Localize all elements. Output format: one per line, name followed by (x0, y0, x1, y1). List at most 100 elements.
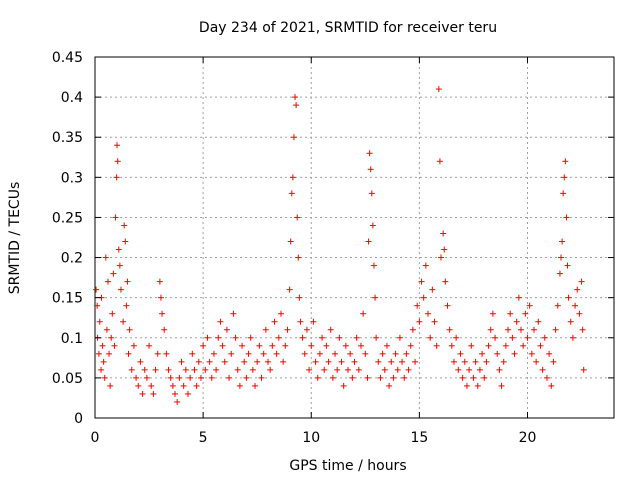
y-axis-label: SRMTID / TECUs (7, 182, 23, 295)
data-point (133, 374, 140, 381)
data-point (107, 382, 114, 389)
data-point (450, 358, 457, 365)
data-point (383, 342, 390, 349)
data-point (420, 294, 427, 301)
data-point (316, 350, 323, 357)
data-point (252, 382, 259, 389)
data-point (210, 350, 217, 357)
data-point (293, 102, 300, 109)
data-point (167, 374, 174, 381)
data-point (148, 382, 155, 389)
x-tick-label: 0 (91, 430, 100, 446)
data-point (438, 254, 444, 261)
data-point (436, 158, 443, 165)
data-point (241, 358, 248, 365)
data-point (124, 278, 131, 285)
data-point (556, 270, 563, 277)
data-point (226, 374, 233, 381)
data-point (310, 318, 317, 325)
y-tick-label: 0.15 (52, 291, 83, 307)
data-point (509, 334, 516, 341)
data-point (550, 358, 557, 365)
data-point (427, 334, 434, 341)
data-point (228, 350, 235, 357)
data-point (297, 318, 304, 325)
data-point (111, 342, 118, 349)
data-point (113, 174, 120, 181)
x-axis-label: GPS time / hours (289, 458, 406, 474)
data-point (269, 342, 276, 349)
data-point (407, 342, 414, 349)
data-point (182, 366, 189, 373)
data-point (453, 334, 460, 341)
data-point (360, 310, 367, 317)
data-point (123, 302, 130, 309)
data-point (541, 334, 548, 341)
x-tick-label: 20 (519, 430, 537, 446)
data-point (312, 358, 319, 365)
data-point (169, 382, 176, 389)
data-point (290, 134, 297, 141)
y-axis-ticks: 0 0.05 0.1 0.15 0.2 0.25 0.3 0.35 0.4 0.45 (52, 50, 614, 427)
data-point (505, 326, 512, 333)
data-point (457, 350, 464, 357)
data-point (187, 374, 194, 381)
data-point (130, 342, 137, 349)
data-point (561, 174, 568, 181)
data-point (150, 390, 157, 397)
data-point (135, 382, 142, 389)
data-point (442, 278, 449, 285)
data-point (349, 374, 356, 381)
data-point (485, 342, 492, 349)
data-points (93, 86, 587, 405)
data-point (492, 334, 499, 341)
data-point (94, 302, 101, 309)
data-point (137, 358, 144, 365)
data-point (180, 382, 187, 389)
data-point (213, 366, 220, 373)
data-point (245, 350, 252, 357)
data-point (172, 390, 179, 397)
data-point (474, 382, 481, 389)
data-point (174, 398, 181, 405)
data-point (362, 350, 369, 357)
data-point (141, 366, 148, 373)
data-point (152, 366, 159, 373)
data-point (368, 190, 375, 197)
data-point (375, 358, 382, 365)
data-point (296, 294, 303, 301)
data-point (535, 318, 542, 325)
data-point (176, 374, 183, 381)
data-point (537, 342, 544, 349)
data-point (327, 326, 334, 333)
y-tick-label: 0.3 (61, 170, 83, 186)
data-point (189, 350, 196, 357)
x-axis-ticks: 0 5 10 15 20 (91, 57, 537, 446)
data-point (574, 286, 581, 293)
data-point (429, 286, 436, 293)
data-point (412, 358, 419, 365)
data-point (520, 342, 527, 349)
data-point (156, 278, 163, 285)
data-point (418, 278, 425, 285)
data-point (292, 94, 299, 101)
data-point (370, 262, 377, 269)
data-point (230, 310, 237, 317)
data-point (390, 374, 397, 381)
data-point (232, 334, 239, 341)
data-point (524, 334, 531, 341)
data-point (367, 166, 374, 173)
data-point (552, 326, 559, 333)
data-point (165, 366, 172, 373)
data-point (200, 342, 207, 349)
data-point (498, 382, 505, 389)
data-point (329, 374, 336, 381)
y-tick-label: 0.4 (61, 90, 83, 106)
data-point (102, 254, 109, 261)
data-point (494, 350, 501, 357)
data-point (106, 350, 113, 357)
data-point (114, 158, 121, 165)
y-tick-label: 0.05 (52, 371, 83, 387)
data-point (425, 310, 432, 317)
